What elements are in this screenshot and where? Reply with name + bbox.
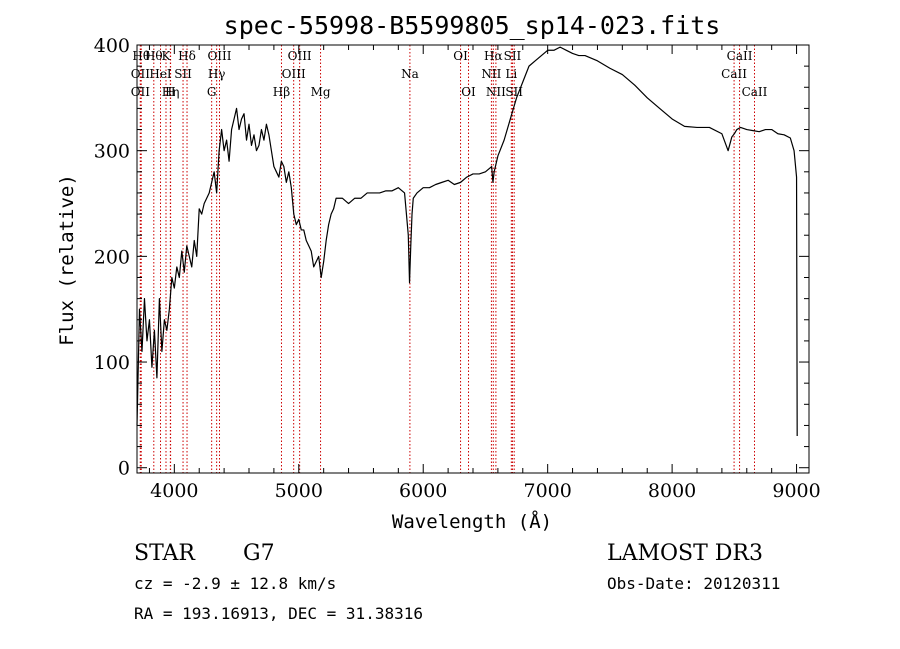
y-tick-label: 300 xyxy=(94,141,130,163)
y-tick-label: 0 xyxy=(118,458,130,480)
spectral-line-label: Hβ xyxy=(273,85,290,99)
object-subclass: G7 xyxy=(243,541,275,566)
spectral-line-label: OI xyxy=(461,85,476,99)
spectral-line-label: SII xyxy=(504,49,522,63)
spectral-line-label: SII xyxy=(505,85,523,99)
x-axis-label: Wavelength (Å) xyxy=(392,510,552,533)
spectral-line-label: SII xyxy=(174,67,192,81)
spectrum-line-0 xyxy=(136,46,798,437)
x-tick-label: 9000 xyxy=(772,480,820,502)
spectral-line-label: OIII xyxy=(288,49,312,63)
y-tick-label: 200 xyxy=(94,246,130,268)
y-tick-label: 400 xyxy=(94,35,130,57)
spectral-line-label: HeI xyxy=(149,67,172,81)
survey-name: LAMOST DR3 xyxy=(607,541,763,566)
spectral-line-label: OII xyxy=(131,67,151,81)
spectral-line-label: K xyxy=(162,49,172,63)
spectral-line-label: Na xyxy=(401,67,419,81)
spectral-line-label: Mg xyxy=(311,85,331,99)
spectral-line-label: OIII xyxy=(207,49,231,63)
spectral-line-label: G xyxy=(207,85,217,99)
spectral-line-label: Hθ xyxy=(145,49,163,63)
spectral-line-label: OI xyxy=(453,49,468,63)
spectral-line-label: OII xyxy=(131,85,151,99)
spectral-line-label: CaII xyxy=(742,85,768,99)
x-axis-ticks: 4000 5000 6000 7000 8000 9000 xyxy=(148,45,821,502)
y-axis-label: Flux (relative) xyxy=(56,174,78,346)
object-class: STAR xyxy=(134,541,196,566)
flux-series xyxy=(136,46,798,437)
spectral-line-label: H xyxy=(165,85,175,99)
plot-frame xyxy=(136,44,810,474)
x-tick-label: 8000 xyxy=(648,480,696,502)
x-tick-label: 5000 xyxy=(275,480,323,502)
spectral-line-label: Hη xyxy=(162,85,180,99)
spectral-line-label: Hγ xyxy=(208,67,226,81)
spectral-line-label: NII xyxy=(486,85,506,99)
redshift-readout: cz = -2.9 ± 12.8 km/s xyxy=(134,574,336,593)
spectral-line-labels: HθOIIOIIHθHeIKHHηSIIHδGHγOIIIHβOIIIOIIIM… xyxy=(131,49,768,99)
y-tick-label: 100 xyxy=(94,352,130,374)
spectral-line-label: NII xyxy=(481,67,501,81)
obs-date: Obs-Date: 20120311 xyxy=(607,574,780,593)
spectral-line-label: Hα xyxy=(484,49,503,63)
spectral-line-label: CaII xyxy=(727,49,753,63)
x-tick-label: 7000 xyxy=(523,480,571,502)
chart-title: spec-55998-B5599805_sp14-023.fits xyxy=(224,11,721,40)
y-axis-ticks: 0 100 200 300 400 xyxy=(94,35,809,480)
spectral-line-markers xyxy=(139,45,755,473)
coordinates: RA = 193.16913, DEC = 31.38316 xyxy=(134,604,423,623)
x-tick-label: 4000 xyxy=(150,480,198,502)
spectral-line-label: Li xyxy=(505,67,517,81)
spectral-line-label: CaII xyxy=(721,67,747,81)
spectral-line-label: Hδ xyxy=(178,49,196,63)
x-tick-label: 6000 xyxy=(399,480,447,502)
spectral-line-label: OIII xyxy=(282,67,306,81)
